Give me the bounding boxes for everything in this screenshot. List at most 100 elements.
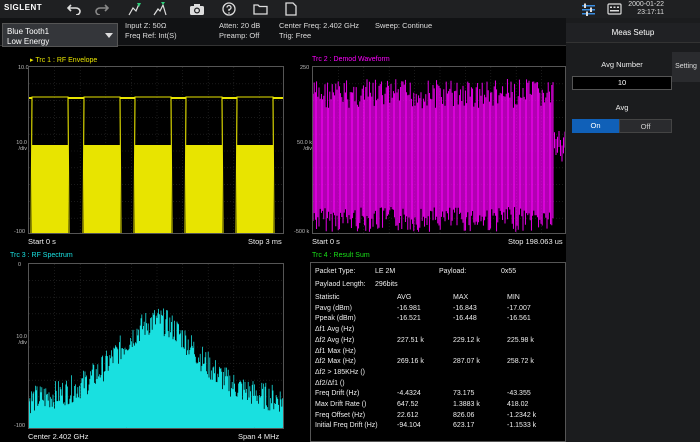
envelope-burst [32, 145, 68, 233]
date-text: 2000-01-22 [628, 1, 664, 8]
table-cell: 258.72 k [507, 358, 534, 366]
envelope-baseline [273, 97, 283, 99]
avg-number-input[interactable]: 10 [572, 76, 672, 90]
info-freq-group: Center Freq: 2.402 GHz Trig: Free [279, 21, 359, 41]
trace3-title[interactable]: Trc 3 : RF Spectrum [10, 252, 73, 259]
brand-logo: SIGLENT [4, 3, 43, 12]
meas-setup-title: Meas Setup [566, 23, 700, 43]
table-cell: Δf2 > 185KHz () [315, 368, 366, 376]
packet-type-label: Packet Type: [315, 268, 356, 275]
table-cell: Initial Freq Drift (Hz) [315, 422, 378, 430]
marker-icon[interactable] [125, 1, 145, 17]
mode-line2: Low Energy [7, 37, 50, 46]
envelope-outline [235, 96, 275, 233]
spectrum-trace [29, 308, 283, 428]
envelope-outline [133, 96, 173, 233]
envelope-outline [184, 96, 224, 233]
envelope-burst [186, 145, 222, 233]
envelope-baseline [171, 97, 186, 99]
demod-waveform-plot[interactable] [312, 66, 566, 234]
time-text: 23:17:11 [637, 9, 664, 16]
trace-marker-icon: ▸ [30, 57, 36, 64]
help-icon[interactable] [219, 1, 239, 17]
trace2-start: Start 0 s [312, 237, 340, 246]
table-header-cell: MAX [453, 294, 469, 301]
table-cell: -1.2342 k [507, 411, 537, 419]
table-cell: -16.981 [397, 304, 421, 312]
table-cell: 225.98 k [507, 336, 534, 344]
trace1-title[interactable]: ▸ Trc 1 : RF Envelope [30, 57, 98, 64]
atten: Atten: 20 dB [219, 21, 261, 30]
envelope-baseline [222, 97, 237, 99]
trace2-ydiv: 50.0 k/div [297, 140, 312, 152]
table-header-cell: MIN [507, 294, 520, 301]
table-cell: Freq Drift (Hz) [315, 390, 360, 398]
table-cell: 22.612 [397, 411, 419, 419]
redo-icon[interactable] [92, 1, 112, 17]
table-cell: -43.355 [507, 390, 531, 398]
table-cell: Δf2 Max (Hz) [315, 358, 356, 366]
rf-envelope-plot[interactable] [28, 66, 284, 234]
table-cell: -4.4324 [397, 390, 421, 398]
table-cell: 229.12 k [453, 336, 480, 344]
table-cell: Δf2 Avg (Hz) [315, 336, 355, 344]
setting-tab[interactable]: Setting [672, 52, 700, 82]
avg-on-button[interactable]: On [572, 119, 619, 133]
top-toolbar: SIGLENT 2000-01-22 23:17:11 [0, 0, 700, 18]
table-cell: 647.52 [397, 401, 419, 408]
table-cell: -94.104 [397, 422, 421, 430]
table-cell: 227.51 k [397, 336, 424, 344]
trace3-center: Center 2.402 GHz [28, 432, 89, 441]
date-time: 2000-01-22 23:17:11 [628, 1, 664, 17]
payload-label: Payload: [439, 268, 467, 275]
sweep: Sweep: Continue [375, 21, 433, 30]
trace3-ydiv: 10.0/div [16, 334, 27, 346]
table-cell: 623.17 [453, 422, 475, 430]
mode-line1: Blue Tooth1 [7, 27, 50, 36]
avg-label: Avg [615, 103, 629, 112]
table-cell: 287.07 k [453, 358, 480, 366]
table-cell: 269.16 k [397, 358, 424, 366]
trace4-title[interactable]: Trc 4 : Result Sum [312, 252, 370, 259]
trace2-stop: Stop 198.063 us [508, 237, 563, 246]
table-cell: -16.521 [397, 315, 421, 323]
trace3-span: Span 4 MHz [238, 432, 280, 441]
trace2-title[interactable]: Trc 2 : Demod Waveform [312, 56, 390, 63]
camera-icon[interactable] [187, 1, 207, 17]
info-atten-group: Atten: 20 dB Preamp: Off [219, 21, 260, 41]
table-cell: Δf2/Δf1 () [315, 379, 345, 387]
payload-value: 0x55 [501, 268, 517, 275]
avg-number-label: Avg Number [601, 60, 643, 69]
settings-icon[interactable] [578, 1, 598, 17]
trace1-ytop: 10.0 [18, 65, 29, 71]
payload-length-value: 296bits [375, 281, 398, 288]
keyboard-icon[interactable] [604, 1, 624, 17]
demod-trace [313, 79, 565, 232]
undo-icon[interactable] [64, 1, 84, 17]
preamp: Preamp: Off [219, 31, 260, 40]
rf-spectrum-plot[interactable] [28, 263, 284, 429]
trace1-ybottom: -100 [14, 229, 26, 235]
envelope-outline [82, 96, 122, 233]
trace3-ytop: 0 [18, 262, 22, 268]
table-cell: Max Drift Rate () [315, 401, 367, 408]
table-cell: 73.175 [453, 390, 475, 398]
table-cell: 418.02 [507, 401, 529, 408]
avg-off-button[interactable]: Off [619, 119, 672, 133]
trace2-ybottom: -500 k [294, 229, 310, 235]
statistics-table: Statistic AVG MAX MIN Pavg (dBm) -16.981 -16.8… [311, 294, 565, 439]
peak-icon[interactable] [150, 1, 170, 17]
folder-icon[interactable] [250, 1, 270, 17]
trace1-ydiv: 10.0/div [16, 140, 27, 152]
payload-length-label: Paylaod Length: [315, 281, 366, 288]
table-cell: -16.843 [453, 304, 477, 312]
file-icon[interactable] [281, 1, 301, 17]
packet-type-value: LE 2M [375, 268, 396, 275]
table-cell: -16.448 [453, 315, 477, 323]
envelope-burst [237, 145, 273, 233]
trig: Trig: Free [279, 31, 312, 40]
table-cell: 826.06 [453, 411, 475, 419]
table-cell: -16.561 [507, 315, 531, 323]
envelope-burst [84, 145, 120, 233]
mode-selector[interactable]: Blue Tooth1 Low Energy [2, 23, 118, 47]
